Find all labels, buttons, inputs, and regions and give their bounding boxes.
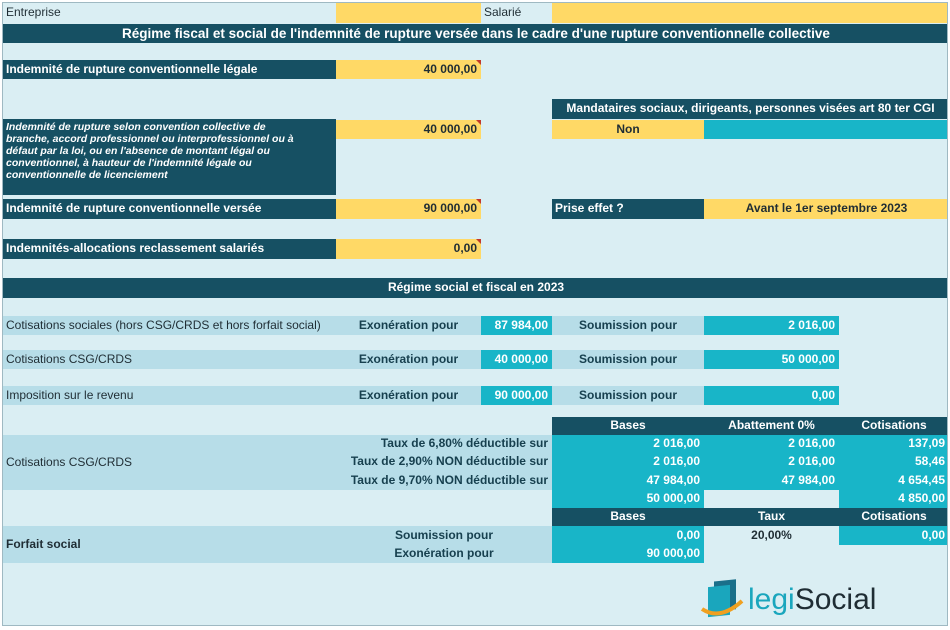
salarie-input[interactable] (552, 3, 947, 23)
regime-soum-value: 2 016,00 (704, 316, 839, 335)
forfait-exo-label: Exonération pour (394, 546, 494, 561)
regime-exo-value: 87 984,00 (481, 316, 552, 335)
reclass-label: Indemnités-allocations reclassement sala… (3, 239, 336, 259)
csg-rate-label: Taux de 9,70% NON déductible sur (350, 472, 548, 487)
legisocial-logo-icon (700, 579, 744, 618)
forfait-cotisation: 0,00 (839, 526, 947, 545)
forfait-taux: 20,00% (704, 526, 839, 545)
mandataires-label: Mandataires sociaux, dirigeants, personn… (552, 99, 947, 119)
csg-abattement: 2 016,00 (704, 435, 839, 453)
forfait-label: Forfait social (3, 526, 552, 563)
entreprise-input[interactable] (336, 3, 481, 23)
regime-soum-label: Soumission pour (552, 316, 704, 335)
csg-total-cotisation: 4 850,00 (839, 490, 947, 508)
legisocial-logo: legiSocial (700, 579, 910, 623)
salarie-label: Salarié (484, 5, 522, 20)
csg-rate-label: Taux de 6,80% déductible sur (380, 436, 548, 451)
mandataires-select[interactable]: Non (552, 120, 704, 139)
logo-text-social: Social (794, 583, 877, 616)
page-title: Régime fiscal et social de l'indemnité d… (3, 24, 947, 43)
regime-exo-value: 40 000,00 (481, 350, 552, 369)
csg-rate-label: Taux de 2,90% NON déductible sur (350, 454, 548, 469)
csg-base: 2 016,00 (552, 435, 704, 453)
regime-exo-value: 90 000,00 (481, 386, 552, 405)
forfait-header-cotisations: Cotisations (839, 508, 947, 526)
regime-soum-label: Soumission pour (552, 386, 704, 405)
csg-header-bases: Bases (552, 417, 704, 435)
versee-label: Indemnité de rupture conventionnelle ver… (3, 199, 336, 219)
regime-row-label: Imposition sur le revenu (3, 386, 336, 405)
forfait-soum-label: Soumission pour (394, 527, 493, 542)
regime-row-label: Cotisations CSG/CRDS (3, 350, 336, 369)
conv-value-input[interactable]: 40 000,00 (336, 120, 481, 139)
regime-exo-label: Exonération pour (336, 350, 481, 369)
csg-cotisation: 137,09 (839, 435, 947, 453)
csg-abattement: 2 016,00 (704, 453, 839, 471)
csg-cotisation: 58,46 (839, 453, 947, 471)
reclass-value-input[interactable]: 0,00 (336, 239, 481, 259)
legal-value-input[interactable]: 40 000,00 (336, 60, 481, 79)
prise-label: Prise effet ? (552, 199, 704, 219)
regime-exo-label: Exonération pour (336, 316, 481, 335)
mandataires-spare (704, 120, 947, 139)
versee-value-input[interactable]: 90 000,00 (336, 199, 481, 219)
entreprise-label: Entreprise (6, 5, 61, 20)
forfait-soum-base: 0,00 (552, 526, 704, 545)
regime-exo-label: Exonération pour (336, 386, 481, 405)
csg-header-cotisations: Cotisations (839, 417, 947, 435)
forfait-exo-base: 90 000,00 (552, 545, 704, 563)
csg-base: 2 016,00 (552, 453, 704, 471)
conv-label: Indemnité de rupture selon convention co… (3, 119, 336, 195)
csg-total-base: 50 000,00 (552, 490, 704, 508)
legal-label: Indemnité de rupture conventionnelle lég… (3, 60, 336, 79)
regime-soum-label: Soumission pour (552, 350, 704, 369)
csg-cotisation: 4 654,45 (839, 471, 947, 490)
regime-title: Régime social et fiscal en 2023 (3, 278, 947, 298)
regime-soum-value: 0,00 (704, 386, 839, 405)
csg-base: 47 984,00 (552, 471, 704, 490)
forfait-header-taux: Taux (704, 508, 839, 526)
regime-row-label: Cotisations sociales (hors CSG/CRDS et h… (3, 316, 336, 335)
csg-header-abattement: Abattement 0% (704, 417, 839, 435)
regime-soum-value: 50 000,00 (704, 350, 839, 369)
csg-abattement: 47 984,00 (704, 471, 839, 490)
forfait-header-bases: Bases (552, 508, 704, 526)
logo-text-legi: legi (748, 583, 795, 616)
csg-block-label: Cotisations CSG/CRDS (3, 435, 552, 490)
prise-select[interactable]: Avant le 1er septembre 2023 (704, 199, 947, 219)
